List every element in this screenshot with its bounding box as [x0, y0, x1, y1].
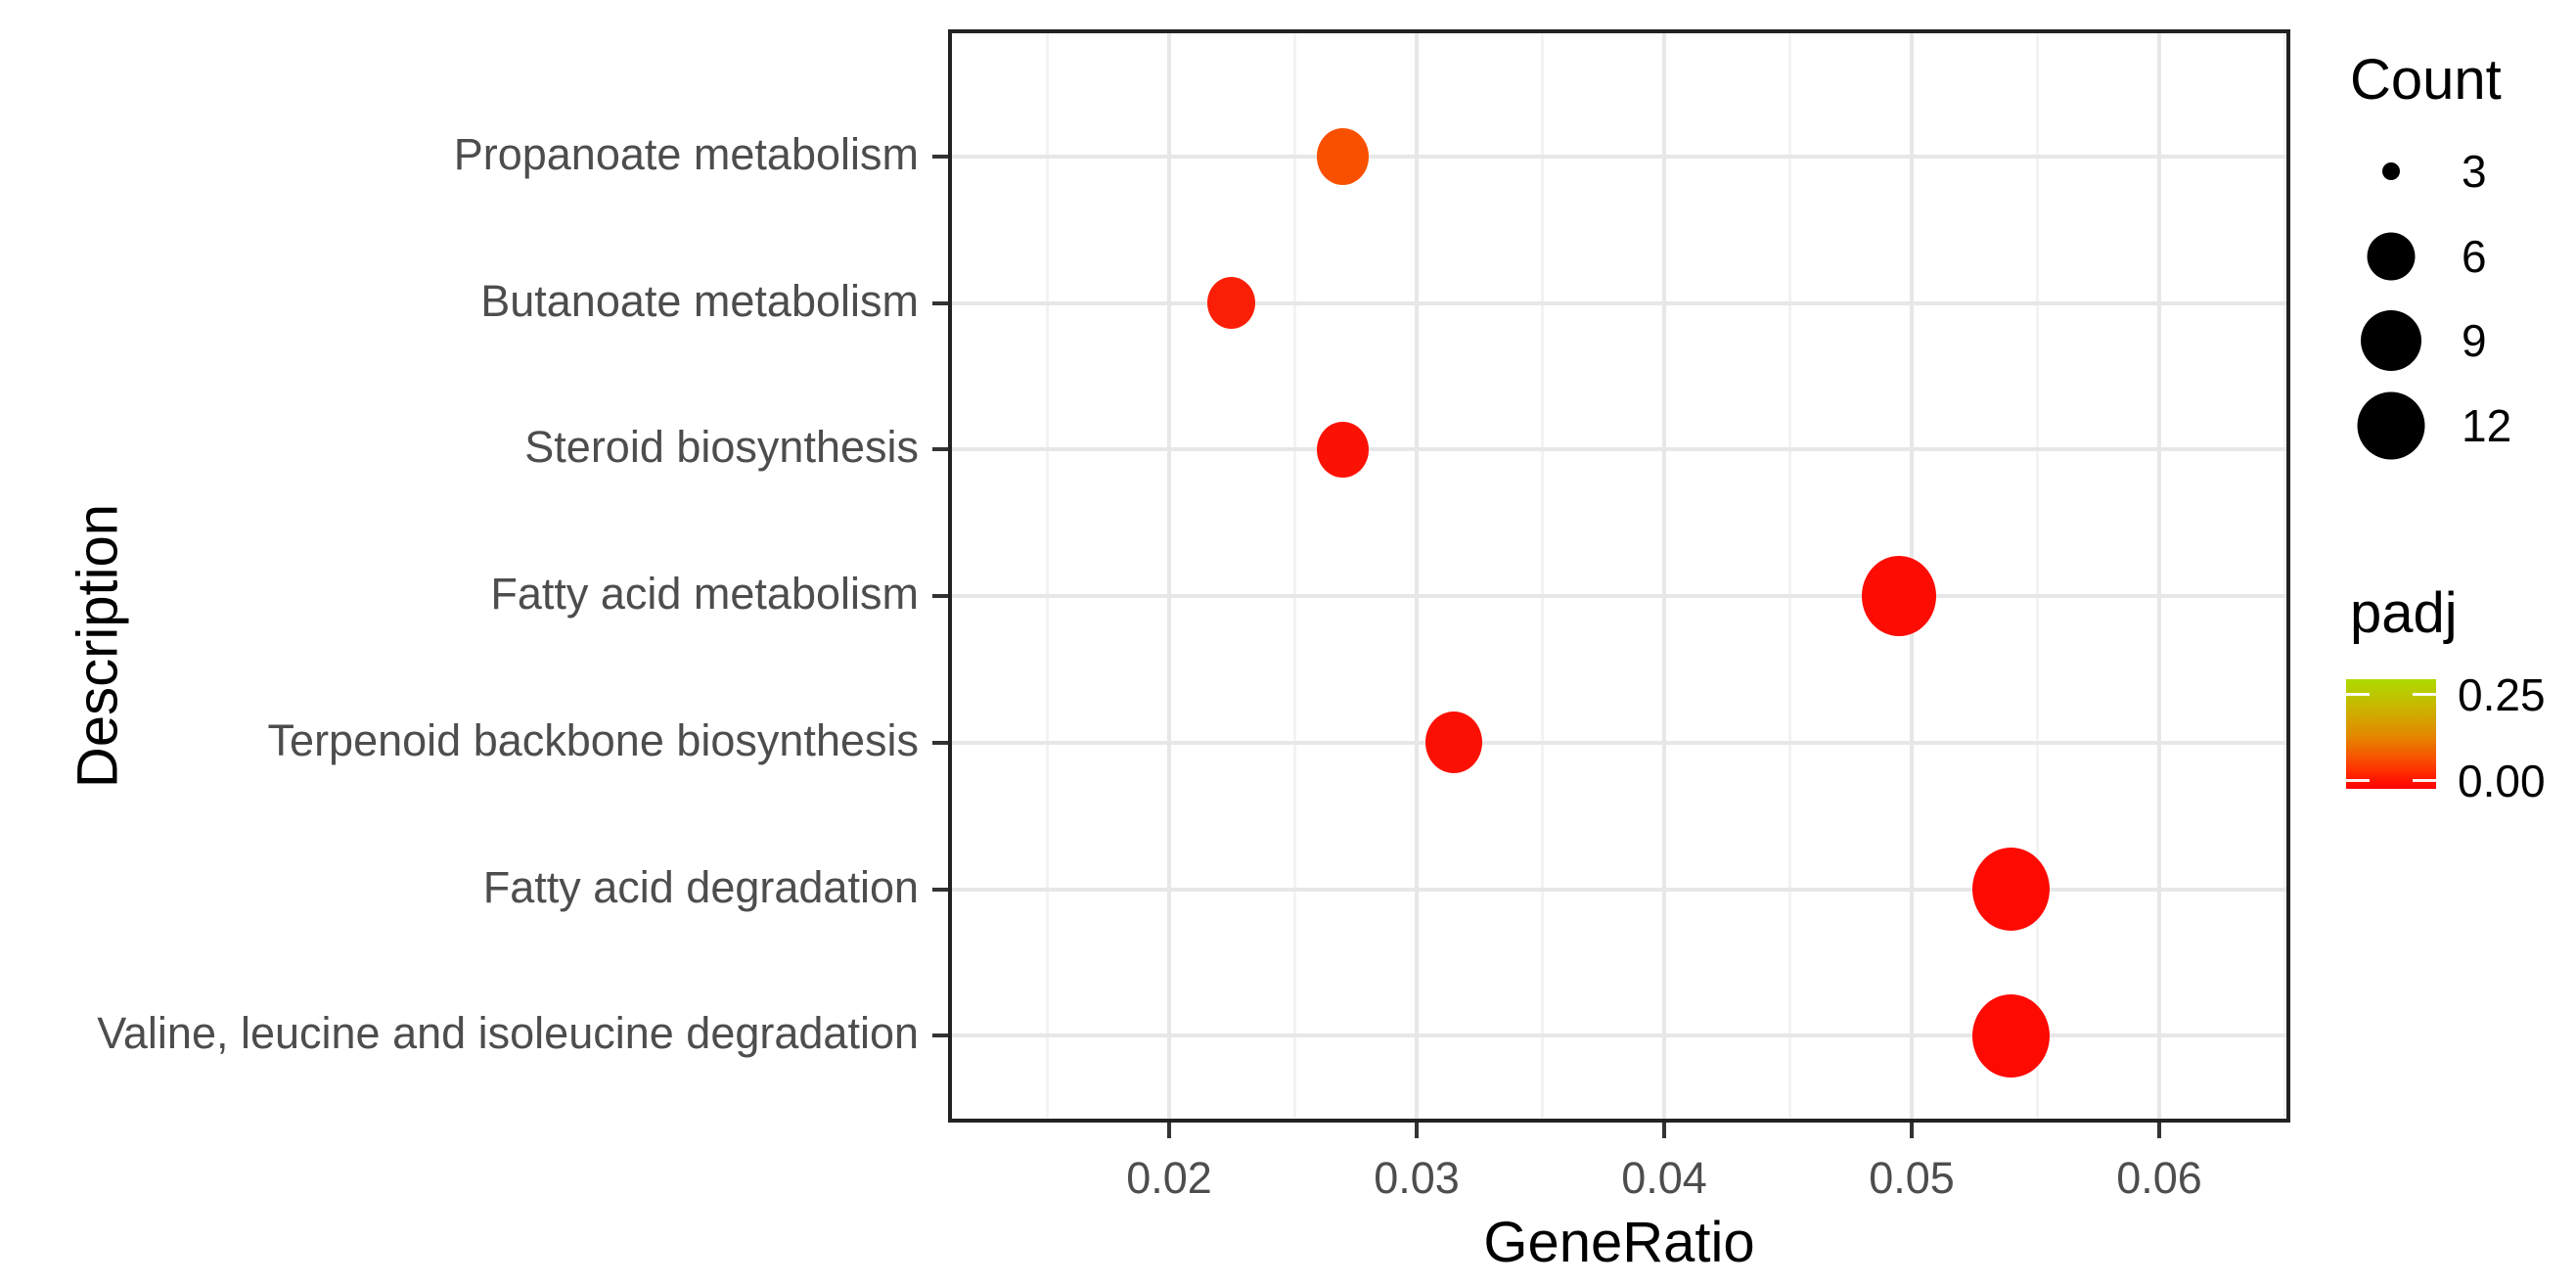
y-major-gridline: [952, 1033, 2286, 1038]
padj-legend-label: 0.00: [2458, 756, 2546, 806]
y-major-gridline: [952, 740, 2286, 745]
padj-gradient-bar: [2346, 679, 2436, 789]
count-legend-title: Count: [2350, 48, 2502, 112]
x-minor-gridline: [1045, 33, 1049, 1119]
y-axis-tick: [932, 300, 948, 305]
x-major-gridline: [1167, 33, 1171, 1119]
plot-panel: [948, 29, 2290, 1123]
y-major-gridline: [952, 447, 2286, 452]
y-axis-tick: [932, 887, 948, 892]
x-minor-gridline: [1787, 33, 1791, 1119]
y-axis-tick: [932, 740, 948, 745]
data-point: [1862, 556, 1937, 637]
y-axis-label: Steroid biosynthesis: [524, 422, 919, 473]
y-major-gridline: [952, 155, 2286, 159]
count-legend-label: 3: [2462, 146, 2487, 197]
x-axis-tick-label: 0.04: [1621, 1153, 1707, 1203]
data-point: [1971, 847, 2050, 932]
data-point: [1424, 712, 1482, 774]
count-legend-label: 9: [2462, 315, 2487, 367]
x-axis-tick-label: 0.06: [2116, 1153, 2202, 1203]
x-minor-gridline: [1540, 33, 1544, 1119]
x-minor-gridline: [2035, 33, 2039, 1119]
x-axis-tick: [2157, 1123, 2161, 1138]
y-axis-label: Terpenoid backbone biosynthesis: [267, 714, 919, 765]
x-axis-tick: [1662, 1123, 1666, 1138]
y-major-gridline: [952, 300, 2286, 305]
data-point: [1316, 421, 1369, 478]
x-minor-gridline: [1292, 33, 1296, 1119]
padj-legend-label: 0.25: [2458, 669, 2546, 720]
y-major-gridline: [952, 594, 2286, 599]
count-legend-dot: [2357, 391, 2425, 460]
x-axis-tick: [1910, 1123, 1914, 1138]
padj-bar-tick: [2413, 693, 2436, 696]
count-legend-dot: [2367, 232, 2416, 281]
x-major-gridline: [1415, 33, 1419, 1119]
x-axis-tick-label: 0.02: [1126, 1153, 1212, 1203]
x-minor-gridline: [2282, 33, 2286, 1119]
padj-bar-tick: [2413, 779, 2436, 782]
y-axis-tick: [932, 594, 948, 599]
x-axis-tick-label: 0.03: [1374, 1153, 1460, 1203]
x-major-gridline: [2157, 33, 2161, 1119]
data-point: [1206, 277, 1255, 330]
y-major-gridline: [952, 887, 2286, 892]
y-axis-label: Butanoate metabolism: [480, 275, 919, 326]
count-legend-dot: [2382, 162, 2400, 180]
y-axis-label: Fatty acid degradation: [482, 861, 919, 912]
y-axis-tick: [932, 447, 948, 452]
x-major-gridline: [1662, 33, 1666, 1119]
x-axis-tick: [1415, 1123, 1419, 1138]
count-legend-label: 6: [2462, 230, 2487, 282]
x-axis-title: GeneRatio: [1483, 1211, 1755, 1274]
y-axis-label: Propanoate metabolism: [453, 128, 919, 179]
padj-legend-title: padj: [2350, 581, 2458, 645]
x-axis-tick: [1167, 1123, 1171, 1138]
padj-bar-tick: [2346, 693, 2370, 696]
count-legend-label: 12: [2462, 400, 2512, 452]
data-point: [1971, 993, 2050, 1078]
padj-bar-tick: [2346, 779, 2370, 782]
y-axis-label: Valine, leucine and isoleucine degradati…: [97, 1008, 919, 1059]
y-axis-tick: [932, 1033, 948, 1038]
y-axis-label: Fatty acid metabolism: [490, 569, 919, 620]
y-axis-tick: [932, 155, 948, 159]
data-point: [1316, 128, 1369, 185]
x-axis-tick-label: 0.05: [1869, 1153, 1955, 1203]
count-legend-dot: [2361, 310, 2421, 372]
